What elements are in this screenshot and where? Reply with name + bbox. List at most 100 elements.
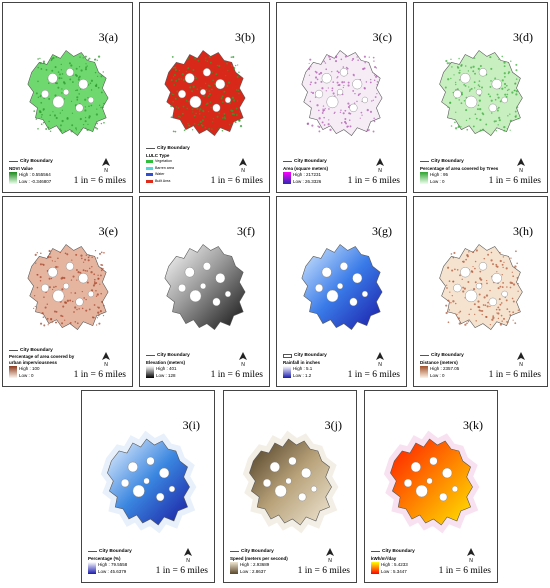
legend-title: NDVI Value <box>9 165 33 171</box>
svg-text:N: N <box>469 558 473 562</box>
legend-title: Percentage (%) <box>88 555 121 561</box>
map-legend: City Boundary Area (square meters) High : … <box>283 159 329 184</box>
legend-low: Low : 0 <box>19 372 34 378</box>
north-arrow-icon: N <box>239 352 247 366</box>
map-scale: 1 in = 6 miles <box>210 176 263 186</box>
legend-color-ramp <box>283 172 291 184</box>
svg-text:N: N <box>241 168 245 172</box>
legend-color-ramp <box>420 172 428 184</box>
city-map <box>365 391 497 582</box>
svg-text:N: N <box>378 168 382 172</box>
legend-class: Built Area <box>146 179 190 185</box>
legend-title: kWh/m²/day <box>371 555 397 561</box>
city-map <box>82 391 214 582</box>
map-panel-road-distance: Distance from Roads in San Antonio3(h)NC… <box>413 196 548 387</box>
legend-title: Rainfall in inches <box>283 359 321 365</box>
legend-title: Percentage of area covered by urban impe… <box>9 354 75 365</box>
legend-low: Low : 1.2 <box>293 372 312 378</box>
map-scale: 1 in = 6 miles <box>73 370 126 380</box>
legend-class: Water <box>146 172 190 178</box>
legend-color-ramp <box>283 366 291 378</box>
map-scale: 1 in = 6 miles <box>297 566 350 576</box>
panel-label: 3(k) <box>463 418 483 432</box>
map-panel-solar-energy: Amount of Solar Energy Received in San A… <box>364 390 498 583</box>
map-scale: 1 in = 6 miles <box>488 176 541 186</box>
north-arrow-icon: N <box>102 158 110 172</box>
city-boundary-symbol <box>88 551 97 553</box>
legend-high: High : 100 <box>19 366 40 371</box>
map-panel-humidity: Relative Humidity of San Antonio3(i)NCit… <box>81 390 215 583</box>
legend-color-ramp <box>9 172 17 184</box>
map-legend: City Boundary kWh/m²/day High : 5.4233 Low … <box>371 549 415 574</box>
legend-high: High : 79.5558 <box>98 562 128 567</box>
legend-low: Low : 2.8637 <box>240 568 266 574</box>
map-panel-ndvi: Normalized Difference Vegetation Index o… <box>2 2 133 193</box>
city-boundary-symbol <box>9 161 18 163</box>
legend-color-ramp <box>9 366 17 378</box>
map-panel-imperviousness: Urban Imperviousness of San Antonio3(e)N… <box>2 196 133 387</box>
panel-label: 3(c) <box>372 30 392 44</box>
map-panel-tree-canopy: Tree Canopy Cover of San Antonio3(d)NCit… <box>413 2 548 193</box>
legend-low: Low : 5.3447 <box>381 568 407 574</box>
city-map <box>414 197 547 386</box>
legend-color-ramp <box>230 562 238 574</box>
map-legend: City Boundary Percentage of area covered … <box>9 347 75 378</box>
legend-low: Low : 128 <box>156 372 176 378</box>
legend-title: Speed (meters per second) <box>230 555 288 561</box>
legend-low: Low : 26.3326 <box>293 178 322 184</box>
city-boundary-symbol <box>420 161 429 163</box>
panel-label: 3(g) <box>372 224 392 238</box>
north-arrow-icon: N <box>239 158 247 172</box>
map-scale: 1 in = 6 miles <box>210 370 263 380</box>
map-panel-lulc: Land Use and Land Cover of San Antonio3(… <box>139 2 270 193</box>
city-boundary-symbol <box>371 551 380 553</box>
north-arrow-icon: N <box>326 548 334 562</box>
north-arrow-icon: N <box>517 352 525 366</box>
legend-high: High : 217231 <box>293 172 322 177</box>
map-legend: City Boundary Rainfall in inches High : 5.… <box>283 353 327 378</box>
city-boundary-symbol <box>230 551 239 553</box>
svg-text:N: N <box>519 168 523 172</box>
legend-high: High : 0.555564 <box>19 172 51 177</box>
legend-high: High : 2.93689 <box>240 562 270 567</box>
north-arrow-icon: N <box>184 548 192 562</box>
legend-title: Percentage of area covered by Trees <box>420 165 499 171</box>
city-boundary-symbol <box>9 349 18 351</box>
map-panel-building-area: Building Area Map of San Antonio3(c)NCit… <box>276 2 407 193</box>
map-scale: 1 in = 6 miles <box>347 370 400 380</box>
map-legend: City Boundary Speed (meters per second) Hi… <box>230 549 288 574</box>
city-map <box>414 3 547 192</box>
map-legend: City Boundary Percentage (%) High : 79.555… <box>88 549 132 574</box>
map-panel-dem: Digital Elevation Model of San Antonio3(… <box>139 196 270 387</box>
legend-color-ramp <box>420 366 428 378</box>
city-boundary-symbol <box>146 355 155 357</box>
city-boundary-symbol <box>420 355 429 357</box>
north-arrow-icon: N <box>467 548 475 562</box>
panel-label: 3(h) <box>513 224 533 238</box>
legend-low: Low : 0 <box>430 178 445 184</box>
city-map <box>140 197 269 386</box>
map-legend: City Boundary NDVI Value High : 0.555564 Lo… <box>9 159 53 184</box>
panel-label: 3(i) <box>182 418 200 432</box>
city-map <box>3 197 132 386</box>
svg-text:N: N <box>519 362 523 366</box>
legend-high: High : 5.4233 <box>381 562 408 567</box>
legend-title: Elevation (meters) <box>146 359 186 365</box>
panel-label: 3(a) <box>98 30 118 44</box>
map-legend: City Boundary Percentage of area covered … <box>420 159 499 184</box>
legend-color-ramp <box>371 562 379 574</box>
north-arrow-icon: N <box>102 352 110 366</box>
map-scale: 1 in = 6 miles <box>347 176 400 186</box>
svg-text:N: N <box>104 362 108 366</box>
legend-title: LULC Type <box>146 152 170 158</box>
city-map <box>140 3 269 192</box>
legend-class: Vegetation <box>146 159 190 165</box>
panel-label: 3(e) <box>98 224 118 238</box>
svg-text:N: N <box>104 168 108 172</box>
legend-high: High : 95 <box>430 172 449 177</box>
legend-class: Barren area <box>146 166 190 172</box>
svg-text:N: N <box>378 362 382 366</box>
city-map <box>277 3 406 192</box>
map-scale: 1 in = 6 miles <box>155 566 208 576</box>
